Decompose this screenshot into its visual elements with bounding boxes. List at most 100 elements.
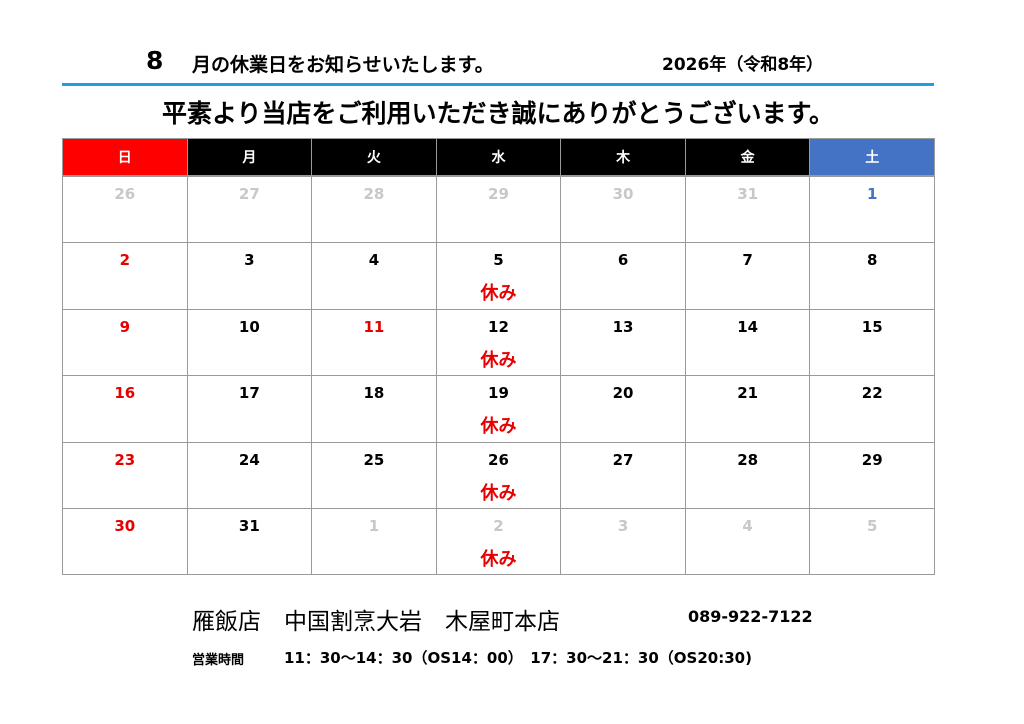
- day-cell: 1: [311, 508, 437, 576]
- day-number: 1: [368, 517, 380, 535]
- day-number: 12: [488, 317, 509, 336]
- day-number: 21: [737, 384, 759, 403]
- day-cell: 4: [311, 242, 437, 310]
- year: 2026年（令和8年）: [662, 55, 824, 75]
- hours-label: 営業時間: [192, 653, 245, 668]
- day-cell: 30: [560, 176, 686, 244]
- day-number: 29: [861, 450, 883, 469]
- day-number: 4: [368, 251, 380, 270]
- day-cell: 28: [684, 441, 811, 509]
- day-cell: 2 休み: [435, 508, 562, 576]
- day-number: 31: [238, 517, 260, 535]
- day-number: 26: [114, 185, 136, 203]
- day-number: 8: [866, 251, 878, 270]
- day-cell: 22: [809, 375, 935, 443]
- day-cell: 14: [684, 308, 811, 377]
- weekday-header: 月: [186, 138, 313, 176]
- day-cell: 2: [62, 242, 188, 310]
- day-number: 9: [119, 317, 130, 336]
- day-number: 31: [737, 185, 759, 203]
- shop: 雁飯店 中国割烹大岩 木屋町本店: [192, 609, 560, 635]
- day-number: 24: [238, 450, 260, 469]
- day-cell: 13: [560, 308, 686, 377]
- day-cell: 29: [809, 441, 935, 509]
- closed-note: 休み: [480, 283, 517, 305]
- day-number: 10: [238, 317, 260, 336]
- day-number: 4: [742, 517, 753, 535]
- day-number: 19: [488, 384, 509, 403]
- day-number: 29: [488, 185, 509, 203]
- day-number: 16: [114, 384, 136, 403]
- weekday-header: 金: [684, 138, 811, 176]
- day-cell: 21: [684, 375, 811, 443]
- day-number: 7: [742, 251, 753, 270]
- day-number: 15: [861, 317, 883, 336]
- closed-note: 休み: [480, 549, 517, 570]
- day-cell: 17: [186, 375, 313, 443]
- day-cell: 31: [186, 508, 313, 576]
- day-cell: 19 休み: [435, 375, 562, 443]
- day-cell: 23: [62, 441, 188, 509]
- day-number: 22: [861, 384, 883, 403]
- month: 8: [146, 46, 164, 75]
- day-cell: 16: [62, 375, 188, 443]
- weekday-header: 水: [435, 138, 562, 176]
- closed-note: 休み: [480, 349, 517, 371]
- day-cell: 28: [311, 176, 437, 244]
- day-number: 3: [617, 517, 629, 535]
- weekday-header: 土: [809, 138, 935, 176]
- day-cell: 8: [809, 242, 935, 310]
- day-cell: 3: [560, 508, 686, 576]
- message: 平素より当店をご利用いただき誠にありがとうございます。: [161, 99, 834, 128]
- day-number: 25: [363, 450, 385, 469]
- day-cell: 3: [186, 242, 313, 310]
- weekday-header: 木: [560, 138, 686, 176]
- day-cell: 26: [62, 176, 188, 244]
- day-cell: 15: [809, 308, 935, 377]
- day-number: 17: [238, 384, 260, 403]
- day-number: 3: [244, 251, 255, 270]
- day-cell: 5 休み: [435, 242, 562, 310]
- day-cell: 4: [684, 508, 811, 576]
- day-number: 2: [119, 251, 130, 270]
- day-number: 26: [488, 450, 509, 469]
- closed-note: 休み: [480, 482, 517, 504]
- day-cell: 1: [809, 176, 935, 244]
- day-cell: 26 休み: [435, 441, 562, 509]
- day-number: 30: [612, 185, 634, 203]
- day-cell: 20: [560, 375, 686, 443]
- day-number: 28: [363, 185, 385, 203]
- title: 月の休業日をお知らせいたします。: [192, 54, 494, 76]
- day-cell: 5: [809, 508, 935, 576]
- day-number: 14: [737, 317, 759, 336]
- day-cell: 24: [186, 441, 313, 509]
- day-number: 30: [114, 517, 136, 535]
- day-cell: 30: [62, 508, 188, 576]
- day-number: 28: [737, 450, 759, 469]
- day-number: 18: [363, 384, 385, 403]
- phone: 089-922-7122: [688, 607, 813, 626]
- day-cell: 7: [684, 242, 811, 310]
- day-cell: 27: [186, 176, 313, 244]
- day-number: 27: [612, 450, 634, 469]
- day-number: 5: [493, 251, 504, 270]
- hours: 11：30～14：30（OS14：00） 17：30～21：30（OS20:30…: [284, 649, 752, 667]
- day-cell: 10: [186, 308, 313, 377]
- day-number: 27: [238, 185, 260, 203]
- day-cell: 11: [311, 308, 437, 377]
- day-cell: 29: [435, 176, 562, 244]
- day-number: 2: [493, 517, 504, 535]
- day-number: 11: [363, 317, 385, 336]
- day-cell: 12 休み: [435, 308, 562, 377]
- day-cell: 25: [311, 441, 437, 509]
- day-number: 23: [114, 450, 136, 469]
- day-number: 1: [866, 185, 878, 203]
- day-cell: 6: [560, 242, 686, 310]
- weekday-header: 火: [311, 138, 437, 176]
- day-cell: 27: [560, 441, 686, 509]
- weekday-header: 日: [62, 138, 188, 176]
- day-number: 5: [866, 517, 878, 535]
- closed-note: 休み: [480, 416, 517, 438]
- day-number: 20: [612, 384, 634, 403]
